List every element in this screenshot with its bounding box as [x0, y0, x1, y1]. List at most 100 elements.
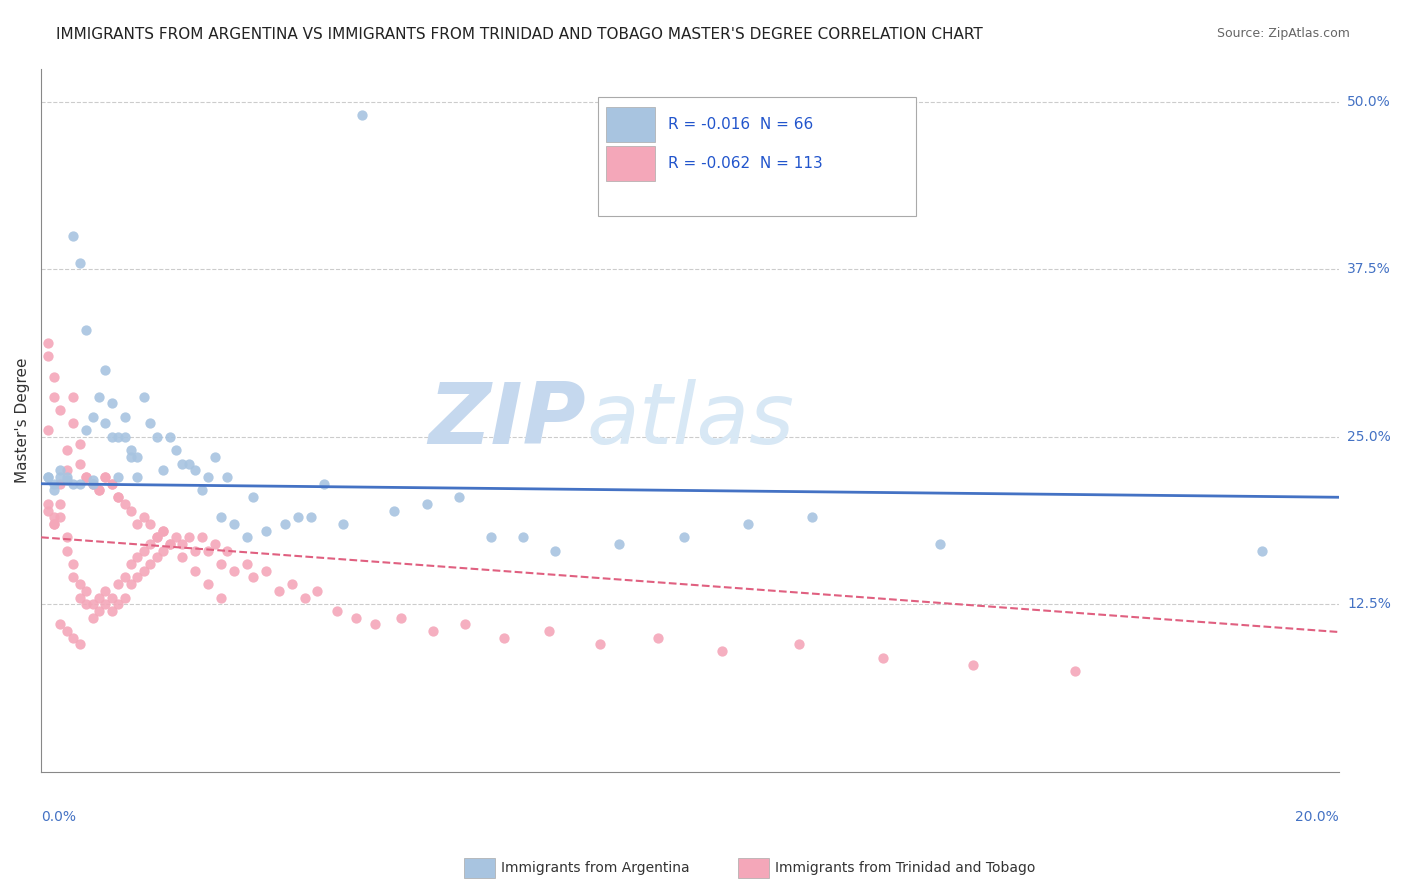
Point [94, 470, 117, 484]
Point [56, 530, 79, 544]
Point [94, 597, 117, 611]
Point [152, 524, 174, 538]
Point [145, 430, 167, 444]
Point [62, 229, 84, 244]
Point [222, 516, 245, 531]
Point [787, 637, 810, 651]
Point [197, 577, 219, 591]
Point [544, 543, 567, 558]
Point [56, 624, 79, 638]
Point [69, 577, 91, 591]
Point [114, 430, 136, 444]
Point [139, 417, 162, 431]
Point [87, 483, 110, 498]
Point [217, 470, 239, 484]
Text: 37.5%: 37.5% [1347, 262, 1391, 277]
Point [127, 516, 149, 531]
Point [69, 256, 91, 270]
Point [132, 390, 155, 404]
Point [42, 516, 65, 531]
Point [332, 516, 354, 531]
Point [75, 470, 97, 484]
Point [737, 516, 759, 531]
Point [75, 470, 97, 484]
Point [127, 470, 149, 484]
Point [49, 470, 72, 484]
Point [152, 543, 174, 558]
Point [69, 637, 91, 651]
Point [114, 570, 136, 584]
Point [204, 537, 226, 551]
Text: ZIP: ZIP [429, 378, 586, 462]
Point [165, 443, 187, 458]
Text: atlas: atlas [586, 378, 794, 462]
Point [254, 524, 277, 538]
Point [37, 497, 59, 511]
Point [37, 470, 59, 484]
Point [49, 510, 72, 524]
Point [62, 631, 84, 645]
Point [962, 657, 984, 672]
Point [152, 524, 174, 538]
Point [190, 483, 212, 498]
Point [139, 557, 162, 571]
Text: 50.0%: 50.0% [1347, 95, 1391, 109]
Point [1064, 665, 1087, 679]
Point [422, 624, 444, 638]
Point [492, 631, 515, 645]
Point [209, 591, 232, 605]
Point [204, 450, 226, 464]
FancyBboxPatch shape [606, 146, 655, 181]
Point [165, 530, 187, 544]
Text: 12.5%: 12.5% [1347, 598, 1391, 611]
Point [127, 450, 149, 464]
Point [274, 516, 297, 531]
Point [42, 476, 65, 491]
Point [37, 423, 59, 437]
Point [114, 591, 136, 605]
Point [69, 457, 91, 471]
Point [152, 463, 174, 477]
Point [242, 570, 264, 584]
Point [107, 490, 129, 504]
Point [94, 417, 117, 431]
FancyBboxPatch shape [606, 107, 655, 143]
Point [107, 490, 129, 504]
Point [82, 409, 104, 424]
Point [87, 604, 110, 618]
Point [114, 497, 136, 511]
Point [49, 463, 72, 477]
Text: Immigrants from Argentina: Immigrants from Argentina [501, 861, 689, 875]
Point [49, 403, 72, 417]
Point [312, 476, 335, 491]
Point [589, 637, 612, 651]
Point [537, 624, 560, 638]
Text: R = -0.016  N = 66: R = -0.016 N = 66 [668, 117, 813, 132]
Point [172, 537, 194, 551]
Point [159, 430, 181, 444]
Point [352, 108, 374, 122]
Point [107, 577, 129, 591]
Point [197, 470, 219, 484]
Point [242, 490, 264, 504]
Point [56, 443, 79, 458]
Point [647, 631, 669, 645]
Point [307, 583, 329, 598]
Point [929, 537, 952, 551]
Point [447, 490, 470, 504]
Text: R = -0.062  N = 113: R = -0.062 N = 113 [668, 156, 823, 171]
Point [94, 583, 117, 598]
Point [197, 543, 219, 558]
Point [479, 530, 502, 544]
Point [222, 564, 245, 578]
FancyBboxPatch shape [598, 96, 915, 216]
Point [325, 604, 347, 618]
Point [159, 537, 181, 551]
Point [56, 543, 79, 558]
Point [184, 543, 207, 558]
Point [672, 530, 695, 544]
Point [75, 583, 97, 598]
Point [294, 591, 316, 605]
Point [62, 476, 84, 491]
Point [132, 510, 155, 524]
